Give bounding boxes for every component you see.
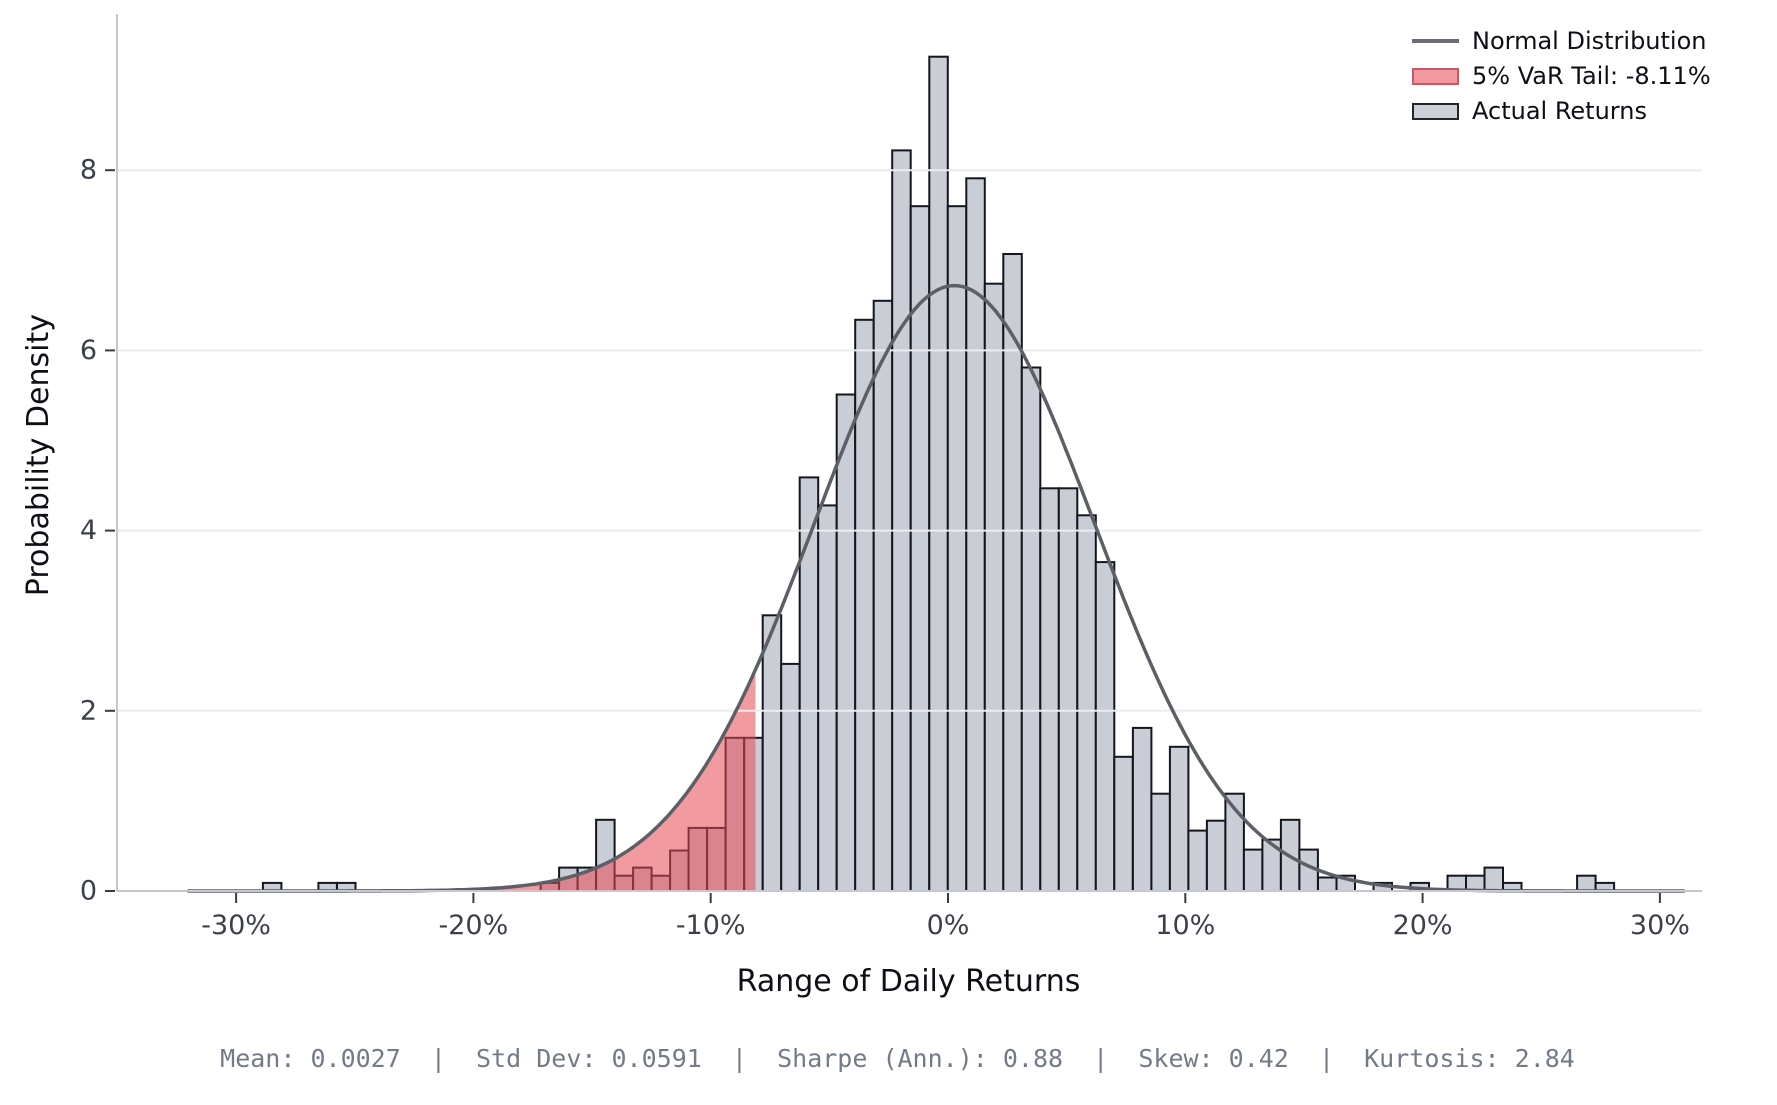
histogram-bar <box>780 662 801 893</box>
legend-label: 5% VaR Tail: -8.11% <box>1472 62 1711 90</box>
y-tick-label: 8 <box>80 155 97 186</box>
var-tail-fill <box>188 669 756 891</box>
histogram-bar <box>983 282 1005 892</box>
histogram-bar <box>761 614 783 892</box>
histogram-bar <box>1205 819 1227 893</box>
x-axis-title: Range of Daily Returns <box>736 964 1081 999</box>
histogram-bar <box>854 318 875 892</box>
histogram-bar <box>1576 874 1597 893</box>
x-tick-label: 0% <box>927 910 970 941</box>
var-tail-patch-swatch <box>1412 67 1459 85</box>
histogram-bar <box>891 149 912 892</box>
y-tick-label: 2 <box>80 695 97 726</box>
histogram-bar <box>1020 366 1042 892</box>
y-axis-title: Probability Density <box>20 313 56 597</box>
x-tick-label: -20% <box>439 910 509 941</box>
x-tick-label: -10% <box>676 910 746 941</box>
stat-separator: | <box>701 1044 778 1073</box>
stat-sharpeann: Sharpe (Ann.): 0.88 <box>777 1044 1064 1073</box>
stat-skew: Skew: 0.42 <box>1138 1044 1289 1073</box>
y-tick-label: 6 <box>80 335 97 366</box>
normal-distribution-line-swatch <box>1412 39 1459 43</box>
histogram-bar <box>817 504 838 892</box>
histogram-bar <box>835 393 857 892</box>
stats-footer: Mean: 0.0027 | Std Dev: 0.0591 | Sharpe … <box>0 1044 1777 1073</box>
legend: Normal Distribution 5% VaR Tail: -8.11% … <box>1412 27 1711 125</box>
legend-item-actual-returns: Actual Returns <box>1412 97 1711 125</box>
histogram-bar <box>1057 487 1079 892</box>
stat-mean: Mean: 0.0027 <box>220 1044 401 1073</box>
histogram-bar <box>928 55 949 892</box>
x-tick-label: 10% <box>1155 910 1215 941</box>
y-tick-label: 4 <box>80 515 97 546</box>
histogram-bar <box>1131 726 1153 893</box>
histogram-bar <box>872 299 894 892</box>
histogram-bar <box>1187 829 1208 892</box>
x-tick-label: 20% <box>1393 910 1453 941</box>
legend-label: Actual Returns <box>1472 97 1647 125</box>
histogram-bar <box>1168 745 1190 892</box>
y-axis-title-wrap: Probability Density <box>6 0 70 910</box>
histogram-bar <box>1150 792 1171 893</box>
x-tick-label: 30% <box>1630 910 1690 941</box>
legend-item-var-tail: 5% VaR Tail: -8.11% <box>1412 62 1711 90</box>
histogram-bar <box>965 177 986 893</box>
actual-returns-patch-swatch <box>1412 102 1459 120</box>
histogram-bar <box>1094 561 1116 892</box>
histogram-bar <box>1113 755 1134 892</box>
stat-stddev: Std Dev: 0.0591 <box>476 1044 702 1073</box>
histogram-bar <box>1076 514 1097 892</box>
legend-item-normal-distribution: Normal Distribution <box>1412 27 1711 55</box>
stat-separator: | <box>1063 1044 1139 1073</box>
histogram-bar <box>946 205 968 892</box>
stat-kurtosis: Kurtosis: 2.84 <box>1364 1044 1575 1073</box>
legend-label: Normal Distribution <box>1472 27 1707 55</box>
histogram-bar <box>1483 866 1504 892</box>
histogram-bar <box>1317 876 1338 892</box>
stat-separator: | <box>400 1044 477 1073</box>
histogram-bar <box>1242 848 1264 892</box>
x-tick-label: -30% <box>201 910 271 941</box>
y-tick-label: 0 <box>80 876 97 907</box>
stat-separator: | <box>1288 1044 1365 1073</box>
histogram-bar <box>1039 487 1060 892</box>
